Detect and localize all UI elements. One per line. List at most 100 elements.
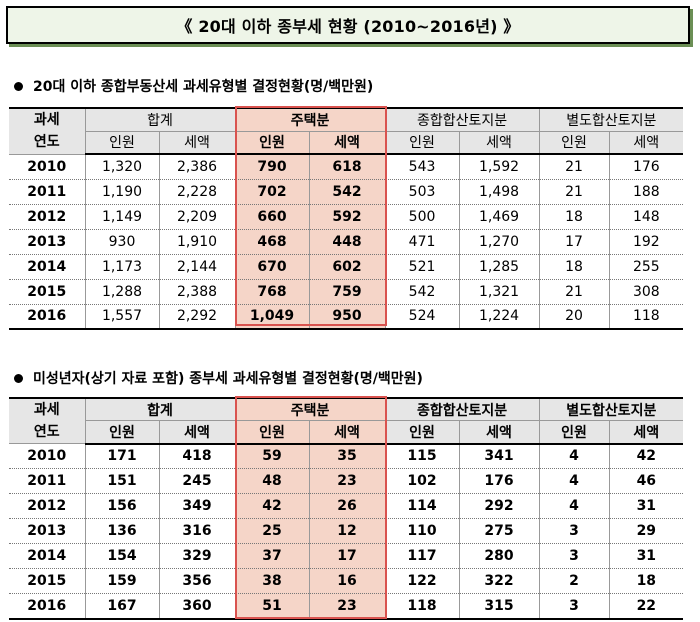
year-cell: 2014 <box>9 543 86 569</box>
value-cell: 322 <box>458 568 540 594</box>
year-cell: 2014 <box>9 254 86 280</box>
value-cell: 3 <box>538 543 610 569</box>
year-header: 과세 연도 <box>9 398 86 444</box>
value-cell: 1,469 <box>458 204 540 230</box>
col-persons: 인원 <box>538 131 610 155</box>
value-cell: 21 <box>538 179 610 205</box>
year-cell: 2012 <box>9 493 86 519</box>
col-persons: 인원 <box>384 131 460 155</box>
value-cell: 768 <box>234 279 310 305</box>
table-row: 2011 1,190 2,228 702 542 503 1,498 21 188 <box>9 179 684 205</box>
value-cell: 110 <box>384 518 460 544</box>
value-cell: 1,285 <box>458 254 540 280</box>
value-cell: 23 <box>308 593 386 619</box>
value-cell: 118 <box>384 593 460 619</box>
section2-title-text: 미성년자(상기 자료 포함) 종부세 과세유형별 결정현황(명/백만원) <box>33 371 423 387</box>
group-header-separate-land: 별도합산토지분 <box>538 108 684 132</box>
value-cell: 543 <box>384 154 460 180</box>
value-cell: 255 <box>608 254 684 280</box>
value-cell: 3 <box>538 593 610 619</box>
year-cell: 2012 <box>9 204 86 230</box>
value-cell: 148 <box>608 204 684 230</box>
value-cell: 2,388 <box>158 279 236 305</box>
value-cell: 1,592 <box>458 154 540 180</box>
value-cell: 21 <box>538 279 610 305</box>
value-cell: 1,288 <box>84 279 160 305</box>
group-header-aggregate-land: 종합합산토지분 <box>384 398 540 422</box>
col-persons: 인원 <box>85 420 160 445</box>
value-cell: 316 <box>158 518 236 544</box>
bullet-icon <box>14 373 23 383</box>
value-cell: 42 <box>234 493 310 519</box>
value-cell: 159 <box>84 568 160 594</box>
year-cell: 2015 <box>9 568 86 594</box>
table-row: 2016 167 360 51 23 118 315 3 22 <box>9 593 684 619</box>
value-cell: 521 <box>384 254 460 280</box>
value-cell: 3 <box>538 518 610 544</box>
value-cell: 102 <box>384 468 460 494</box>
value-cell: 2,386 <box>158 154 236 180</box>
section1-title: 20대 이하 종합부동산세 과세유형별 결정현황(명/백만원) <box>14 76 373 96</box>
year-cell: 2013 <box>9 518 86 544</box>
value-cell: 448 <box>308 229 386 255</box>
col-tax: 세액 <box>458 420 540 445</box>
value-cell: 360 <box>158 593 236 619</box>
value-cell: 12 <box>308 518 386 544</box>
table-row: 2015 159 356 38 16 122 322 2 18 <box>9 568 684 594</box>
value-cell: 31 <box>608 493 684 519</box>
section1-title-text: 20대 이하 종합부동산세 과세유형별 결정현황(명/백만원) <box>33 79 374 95</box>
section2-title: 미성년자(상기 자료 포함) 종부세 과세유형별 결정현황(명/백만원) <box>14 368 423 388</box>
value-cell: 602 <box>308 254 386 280</box>
year-cell: 2016 <box>9 593 86 619</box>
value-cell: 592 <box>308 204 386 230</box>
value-cell: 1,173 <box>84 254 160 280</box>
value-cell: 542 <box>384 279 460 305</box>
table-row: 2010 1,320 2,386 790 618 543 1,592 21 176 <box>9 154 684 180</box>
table-row: 2010 171 418 59 35 115 341 4 42 <box>9 443 684 469</box>
col-persons: 인원 <box>85 131 160 155</box>
value-cell: 1,149 <box>84 204 160 230</box>
value-cell: 1,224 <box>458 304 540 329</box>
value-cell: 1,270 <box>458 229 540 255</box>
year-cell: 2011 <box>9 468 86 494</box>
value-cell: 1,320 <box>84 154 160 180</box>
group-header-housing: 주택분 <box>234 108 386 132</box>
col-tax: 세액 <box>158 420 236 445</box>
value-cell: 26 <box>308 493 386 519</box>
group-header-housing: 주택분 <box>234 398 386 422</box>
value-cell: 17 <box>308 543 386 569</box>
value-cell: 59 <box>234 443 310 469</box>
table-row: 2011 151 245 48 23 102 176 4 46 <box>9 468 684 494</box>
value-cell: 280 <box>458 543 540 569</box>
value-cell: 37 <box>234 543 310 569</box>
group-header-total: 합계 <box>84 398 236 422</box>
col-tax: 세액 <box>608 131 684 155</box>
value-cell: 524 <box>384 304 460 329</box>
value-cell: 42 <box>608 443 684 469</box>
value-cell: 418 <box>158 443 236 469</box>
year-cell: 2013 <box>9 229 86 255</box>
table-comprehensive-tax-minors: 과세 연도 합계 주택분 종합합산토지분 별도합산토지분 인원 세액 인원 세액 … <box>9 397 684 620</box>
value-cell: 29 <box>608 518 684 544</box>
value-cell: 17 <box>538 229 610 255</box>
table-row: 2013 136 316 25 12 110 275 3 29 <box>9 518 684 544</box>
group-header-aggregate-land: 종합합산토지분 <box>384 108 540 132</box>
col-persons: 인원 <box>234 420 310 445</box>
value-cell: 500 <box>384 204 460 230</box>
col-persons: 인원 <box>384 420 460 445</box>
value-cell: 114 <box>384 493 460 519</box>
value-cell: 151 <box>84 468 160 494</box>
value-cell: 35 <box>308 443 386 469</box>
col-tax: 세액 <box>158 131 236 155</box>
value-cell: 950 <box>308 304 386 329</box>
value-cell: 21 <box>538 154 610 180</box>
value-cell: 2 <box>538 568 610 594</box>
value-cell: 4 <box>538 468 610 494</box>
col-persons: 인원 <box>538 420 610 445</box>
value-cell: 2,228 <box>158 179 236 205</box>
value-cell: 471 <box>384 229 460 255</box>
value-cell: 618 <box>308 154 386 180</box>
value-cell: 18 <box>538 204 610 230</box>
value-cell: 25 <box>234 518 310 544</box>
value-cell: 23 <box>308 468 386 494</box>
